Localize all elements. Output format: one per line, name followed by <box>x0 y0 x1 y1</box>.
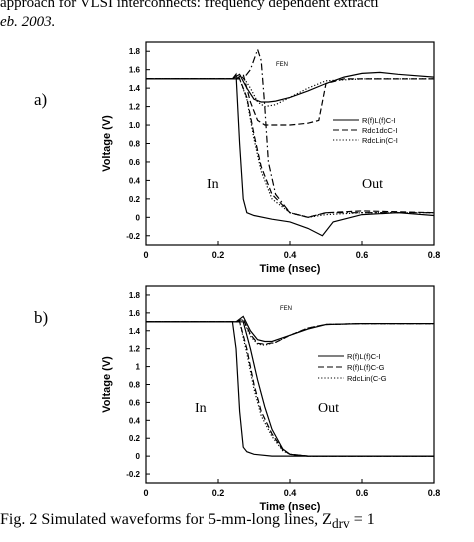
panel-b-annotation-in: In <box>195 401 207 416</box>
panel-a-y-tick-label: 1.8 <box>129 47 141 56</box>
panel-a-series-line <box>146 72 435 237</box>
panel-a-x-tick-label: 0.8 <box>428 250 441 260</box>
panel-b-y-axis-label: Voltage (V) <box>101 356 113 413</box>
panel-a-x-axis-label: Time (nsec) <box>260 263 321 275</box>
panel-b-series-line <box>146 318 434 345</box>
panel-b-y-tick-label: 1.6 <box>129 309 141 318</box>
caption-text: Fig. 2 Simulated waveforms for 5-mm-long… <box>0 511 332 528</box>
panel-a-y-tick-label: 0.2 <box>129 195 141 204</box>
panel-b-y-tick-label: 1 <box>136 363 141 372</box>
panel-a-y-tick-label: 1.6 <box>129 66 141 75</box>
panel-b-legend-label: R(f)L(f)C-G <box>347 363 385 372</box>
panel-b-series-line <box>146 321 434 457</box>
header-line-1: approach for VLSI interconnects: frequen… <box>0 0 379 11</box>
panel-b-series-line <box>146 315 434 343</box>
panel-b-y-tick-label: 0.8 <box>129 381 141 390</box>
panel-a-series-line <box>146 78 435 218</box>
panel-b-x-axis-label: Time (nsec) <box>260 501 321 513</box>
panel-b-legend-label: R(f)L(f)C-I <box>347 352 381 361</box>
panel-a-y-tick-label: 0 <box>136 213 141 222</box>
panel-a-y-tick-label: -0.2 <box>126 232 140 241</box>
panel-a-y-tick-label: 1.4 <box>129 84 141 93</box>
panel-b-plot-frame <box>145 285 435 484</box>
panel-b-x-tick-label: 0 <box>143 488 148 498</box>
panel-a-x-tick-label: 0.4 <box>284 250 297 260</box>
panel-label-a: a) <box>34 90 48 109</box>
figure-caption: Fig. 2 Simulated waveforms for 5-mm-long… <box>0 511 375 532</box>
panel-b-x-tick-label: 0.2 <box>212 488 225 498</box>
panel-a-y-tick-label: 1.0 <box>129 121 141 130</box>
panel-b-y-tick-label: 1.8 <box>129 291 141 300</box>
panel-b-legend-label: RdcLin(C-G <box>347 374 387 383</box>
panel-label-b: b) <box>34 308 49 327</box>
panel-a-x-tick-label: 0.2 <box>212 250 225 260</box>
panel-b-series-line <box>146 319 434 346</box>
panel-b-series-line <box>146 321 434 457</box>
panel-b-y-tick-label: 0.4 <box>129 416 141 425</box>
panel-b-y-tick-label: -0.2 <box>126 470 140 479</box>
panel-a-series-line <box>146 76 434 108</box>
panel-a-y-tick-label: 1.2 <box>129 103 141 112</box>
panel-a-annotation-in: In <box>207 177 219 192</box>
panel-a-legend-label: Rdc1dcC-I <box>362 126 397 135</box>
panel-a-series-line <box>146 73 434 126</box>
panel-a-y-tick-label: 0.4 <box>129 176 141 185</box>
panel-a-y-axis-label: Voltage (V) <box>101 115 113 172</box>
panel-b-annotation-fen: FEN <box>280 306 292 312</box>
panel-a-legend-label: R(f)L(f)C-I <box>362 116 396 125</box>
panel-a-series-line <box>146 71 435 103</box>
panel-b-y-tick-label: 1.2 <box>129 345 141 354</box>
panel-a-legend-label: RdcLin(C-I <box>362 136 398 145</box>
panel-a-x-tick-label: 0.6 <box>356 250 369 260</box>
panel-b-x-tick-label: 0.8 <box>428 488 441 498</box>
panel-a-series-line <box>146 47 434 218</box>
caption-subscript: drv <box>331 516 350 532</box>
panel-a-x-tick-label: 0 <box>143 250 148 260</box>
panel-b-y-tick-label: 0.6 <box>129 398 141 407</box>
panel-b-y-tick-label: 0 <box>136 452 141 461</box>
panel-a-annotation-fen: FEN <box>276 62 288 68</box>
panel-b-y-tick-label: 0.2 <box>129 434 141 443</box>
panel-b-series-line <box>146 321 434 457</box>
panel-b-y-tick-label: 1.4 <box>129 327 141 336</box>
panel-b-series-line <box>146 321 434 457</box>
panel-a-series-line <box>146 78 434 218</box>
caption-tail: = 1 <box>353 511 375 528</box>
panel-b-x-tick-label: 0.6 <box>356 488 369 498</box>
header-line-2: eb. 2003. <box>0 14 56 30</box>
panel-a-y-tick-label: 0.8 <box>129 140 141 149</box>
panel-b-x-tick-label: 0.4 <box>284 488 297 498</box>
panel-a-annotation-out: Out <box>362 177 383 192</box>
panel-a-y-tick-label: 0.6 <box>129 158 141 167</box>
panel-b-annotation-out: Out <box>318 401 339 416</box>
